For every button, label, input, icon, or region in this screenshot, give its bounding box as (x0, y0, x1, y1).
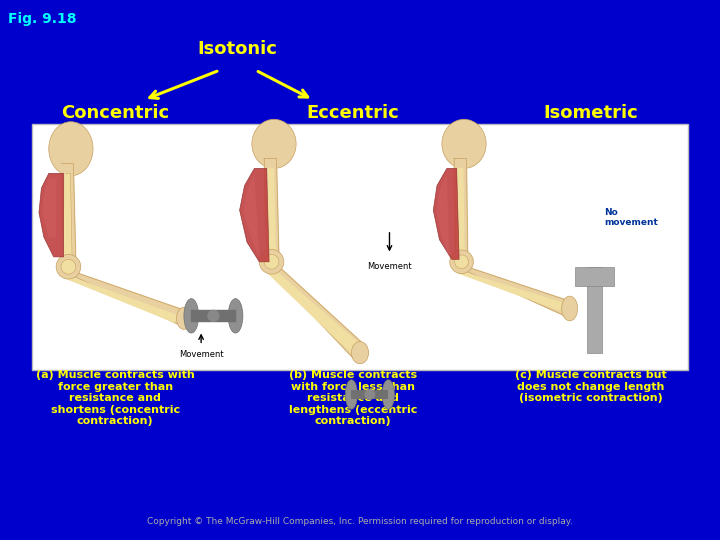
Text: Concentric: Concentric (61, 104, 169, 123)
Circle shape (56, 254, 81, 279)
Polygon shape (456, 168, 464, 252)
Polygon shape (63, 272, 186, 326)
Bar (32, 124, 688, 370)
Polygon shape (436, 173, 449, 257)
Ellipse shape (184, 299, 199, 333)
Ellipse shape (252, 119, 296, 168)
Bar (351, 389, 388, 400)
Circle shape (259, 249, 284, 274)
Text: Isometric: Isometric (543, 104, 638, 123)
Polygon shape (268, 273, 364, 355)
Polygon shape (264, 159, 279, 257)
Circle shape (364, 389, 375, 400)
Bar (575, 267, 614, 286)
Text: Isotonic: Isotonic (198, 39, 277, 58)
Polygon shape (240, 168, 269, 262)
Polygon shape (65, 278, 181, 322)
Text: (c) Muscle contracts but
does not change length
(isometric contraction): (c) Muscle contracts but does not change… (515, 370, 666, 403)
Text: Movement: Movement (367, 262, 412, 271)
Polygon shape (61, 164, 76, 262)
Circle shape (454, 255, 469, 269)
Polygon shape (266, 267, 365, 360)
Ellipse shape (346, 380, 358, 409)
Ellipse shape (562, 296, 577, 321)
Text: No
movement: No movement (604, 208, 658, 227)
Ellipse shape (442, 119, 486, 168)
Polygon shape (39, 173, 63, 257)
Text: (a) Muscle contracts with
force greater than
resistance and
shortens (concentric: (a) Muscle contracts with force greater … (36, 370, 194, 426)
Text: Eccentric: Eccentric (307, 104, 399, 123)
Ellipse shape (228, 299, 243, 333)
Ellipse shape (49, 122, 93, 176)
Text: (b) Muscle contracts
with force less than
resistance and
lengthens (eccentric
co: (b) Muscle contracts with force less tha… (289, 370, 417, 426)
Bar (192, 310, 235, 322)
Polygon shape (42, 178, 56, 237)
Ellipse shape (176, 307, 192, 329)
Circle shape (450, 250, 473, 274)
Polygon shape (456, 267, 570, 316)
Text: Fig. 9.18: Fig. 9.18 (8, 12, 76, 26)
Polygon shape (458, 273, 568, 311)
Circle shape (61, 259, 76, 274)
Circle shape (207, 310, 220, 322)
Polygon shape (454, 159, 468, 257)
Polygon shape (64, 173, 72, 257)
Bar (587, 267, 602, 353)
Polygon shape (433, 168, 459, 259)
Ellipse shape (382, 380, 395, 409)
Polygon shape (267, 168, 275, 252)
Text: Movement: Movement (179, 350, 223, 359)
Text: Copyright © The McGraw-Hill Companies, Inc. Permission required for reproduction: Copyright © The McGraw-Hill Companies, I… (147, 517, 573, 526)
Polygon shape (243, 173, 259, 257)
Circle shape (264, 254, 279, 269)
Ellipse shape (351, 342, 369, 364)
